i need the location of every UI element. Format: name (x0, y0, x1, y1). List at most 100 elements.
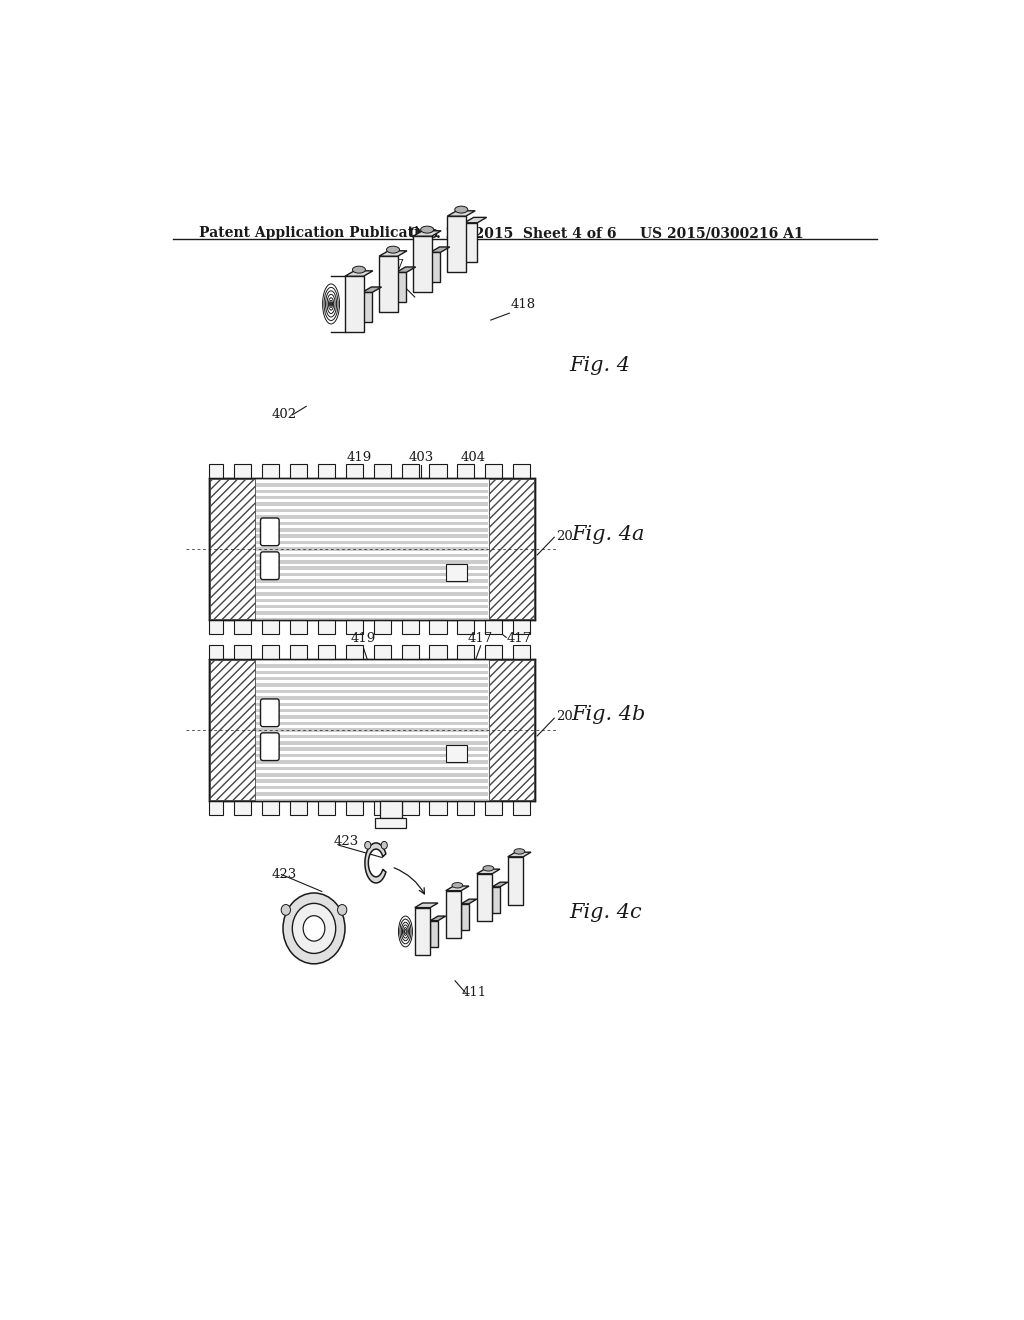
Bar (485, 645, 503, 659)
Text: 418: 418 (510, 298, 536, 310)
Bar (256, 680, 488, 684)
Ellipse shape (452, 883, 463, 888)
Bar (513, 801, 530, 816)
Bar (346, 645, 362, 659)
Bar (485, 620, 503, 635)
Bar (256, 615, 488, 618)
Ellipse shape (483, 866, 494, 871)
Ellipse shape (421, 226, 433, 234)
Bar (445, 744, 467, 762)
Bar (256, 564, 488, 566)
Bar (256, 539, 488, 541)
Bar (234, 465, 251, 478)
Bar (256, 686, 488, 690)
Polygon shape (379, 256, 397, 312)
Text: US 2015/0300216 A1: US 2015/0300216 A1 (640, 226, 803, 240)
Bar (401, 465, 419, 478)
Ellipse shape (331, 302, 332, 305)
Bar (256, 770, 488, 774)
Bar (513, 620, 530, 635)
Bar (317, 465, 335, 478)
Polygon shape (430, 921, 438, 946)
Bar (256, 661, 488, 664)
Bar (209, 620, 223, 635)
Bar (234, 801, 251, 816)
FancyBboxPatch shape (260, 517, 280, 545)
Bar (346, 801, 362, 816)
Bar (256, 577, 488, 579)
Bar (401, 620, 419, 635)
Bar (458, 465, 474, 478)
Bar (374, 620, 391, 635)
Bar (256, 706, 488, 709)
Bar (513, 465, 530, 478)
Text: 417: 417 (506, 632, 531, 645)
Ellipse shape (514, 849, 524, 854)
Text: 403: 403 (409, 451, 433, 465)
Bar (256, 713, 488, 715)
Bar (256, 519, 488, 521)
Text: Oct. 22, 2015  Sheet 4 of 6: Oct. 22, 2015 Sheet 4 of 6 (409, 226, 616, 240)
Bar (256, 731, 488, 735)
Bar (256, 693, 488, 696)
Bar (380, 801, 401, 818)
Bar (429, 465, 446, 478)
Bar (256, 764, 488, 767)
Polygon shape (209, 659, 535, 801)
Ellipse shape (386, 247, 399, 253)
Polygon shape (414, 236, 432, 292)
Bar (489, 660, 535, 800)
Bar (256, 725, 488, 729)
Bar (485, 465, 503, 478)
Bar (445, 564, 467, 581)
Ellipse shape (292, 903, 336, 953)
Text: 404: 404 (461, 451, 485, 465)
Polygon shape (430, 247, 450, 252)
Polygon shape (464, 223, 477, 261)
Polygon shape (477, 874, 493, 921)
Bar (429, 620, 446, 635)
Text: 411: 411 (461, 986, 486, 999)
Text: 419: 419 (350, 632, 376, 645)
Polygon shape (493, 882, 508, 887)
FancyBboxPatch shape (260, 700, 280, 726)
Text: 402: 402 (271, 408, 297, 421)
Polygon shape (447, 216, 466, 272)
Bar (317, 801, 335, 816)
Polygon shape (461, 904, 469, 929)
Polygon shape (345, 276, 364, 331)
Bar (346, 465, 362, 478)
Polygon shape (365, 843, 386, 883)
Polygon shape (396, 272, 407, 302)
Polygon shape (209, 478, 535, 620)
Bar (256, 602, 488, 605)
Text: 423: 423 (334, 836, 358, 849)
Ellipse shape (455, 206, 468, 213)
Bar (317, 645, 335, 659)
Text: 20: 20 (556, 710, 572, 723)
Bar (485, 801, 503, 816)
Bar (256, 506, 488, 508)
Bar (290, 465, 307, 478)
Bar (374, 645, 391, 659)
Bar (262, 465, 280, 478)
Bar (256, 532, 488, 535)
Text: 417: 417 (468, 632, 494, 645)
Bar (262, 645, 280, 659)
Bar (401, 645, 419, 659)
Bar (458, 801, 474, 816)
Bar (458, 620, 474, 635)
Bar (429, 801, 446, 816)
Bar (234, 620, 251, 635)
Bar (489, 479, 535, 619)
Bar (256, 583, 488, 586)
Bar (234, 645, 251, 659)
Text: Fig. 4: Fig. 4 (569, 356, 631, 375)
Bar (256, 668, 488, 671)
Polygon shape (493, 887, 500, 913)
Ellipse shape (303, 916, 325, 941)
Bar (256, 660, 488, 800)
Ellipse shape (338, 904, 347, 915)
Bar (256, 719, 488, 722)
Bar (317, 620, 335, 635)
